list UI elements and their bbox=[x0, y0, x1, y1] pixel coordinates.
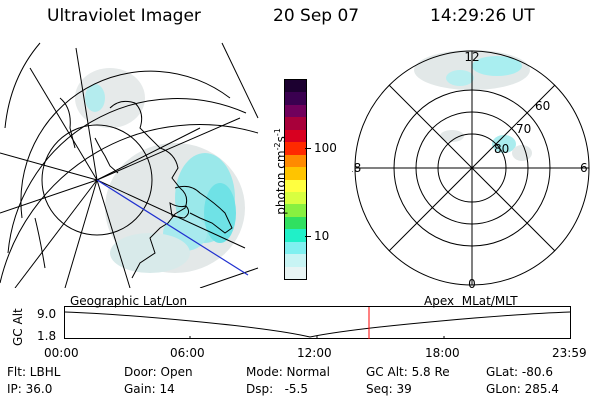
colorbar-tick-10: 10 bbox=[314, 229, 330, 243]
mlat-label-60: 60 bbox=[535, 99, 550, 113]
geo-grid bbox=[0, 42, 259, 288]
altitude-ylabel: GC Alt bbox=[11, 308, 25, 346]
geo-map-label: Geographic Lat/Lon bbox=[70, 294, 188, 308]
instrument-title: Ultraviolet Imager bbox=[47, 6, 201, 26]
polar-grid bbox=[354, 50, 590, 286]
altitude-xtick-2359: 23:59 bbox=[552, 346, 587, 360]
mlat-label-80: 80 bbox=[494, 142, 509, 156]
altitude-ytick-1-8: 1.8 bbox=[37, 329, 57, 343]
colorbar-tickmark-10 bbox=[305, 236, 311, 237]
mlt-label-18: 18 bbox=[352, 161, 361, 175]
info-dsp: Dsp: -5.5 bbox=[246, 382, 309, 396]
info-gain: Gain: 14 bbox=[124, 382, 175, 396]
colorbar-band bbox=[285, 266, 306, 279]
colorbar-label-s: s bbox=[274, 136, 288, 143]
info-door: Door: Open bbox=[124, 365, 193, 379]
colorbar-band bbox=[285, 216, 306, 230]
colorbar-band bbox=[285, 80, 306, 93]
colorbar-label: photon cm-2s-1 bbox=[262, 128, 299, 230]
mlt-label-0: 0 bbox=[468, 277, 476, 288]
mlt-label-12: 12 bbox=[464, 50, 479, 64]
satellite-track bbox=[96, 179, 249, 276]
altitude-xtick-0000: 00:00 bbox=[44, 346, 79, 360]
time-label: 14:29:26 UT bbox=[430, 6, 535, 26]
colorbar-band bbox=[285, 191, 306, 205]
colorbar-band bbox=[285, 241, 306, 255]
polar-mlat-mlt-plot: 12 18 6 0 60 70 80 bbox=[352, 50, 590, 288]
info-gc-alt: GC Alt: 5.8 Re bbox=[366, 365, 450, 379]
info-glat: GLat: -80.6 bbox=[486, 365, 553, 379]
info-ip: IP: 36.0 bbox=[7, 382, 53, 396]
polar-aurora-emission bbox=[414, 50, 532, 161]
mlat-label-70: 70 bbox=[516, 122, 531, 136]
colorbar-band bbox=[285, 204, 306, 217]
colorbar-band bbox=[285, 179, 306, 192]
colorbar-label-unit: photon cm bbox=[274, 150, 288, 215]
colorbar-band bbox=[285, 154, 306, 168]
altitude-xtick-1800: 18:00 bbox=[425, 346, 460, 360]
mlt-label-6: 6 bbox=[580, 161, 588, 175]
altitude-xtick-0600: 06:00 bbox=[170, 346, 205, 360]
info-glon: GLon: 285.4 bbox=[486, 382, 559, 396]
info-mode: Mode: Normal bbox=[246, 365, 330, 379]
altitude-curve bbox=[64, 311, 571, 338]
colorbar-band bbox=[285, 92, 306, 105]
date-label: 20 Sep 07 bbox=[273, 6, 360, 26]
info-flt: Flt: LBHL bbox=[7, 365, 61, 379]
colorbar-band bbox=[285, 104, 306, 118]
colorbar-tick-100: 100 bbox=[314, 141, 337, 155]
geographic-map bbox=[0, 42, 259, 288]
geo-aurora-emission bbox=[75, 68, 245, 273]
colorbar-label-exp1: -2 bbox=[273, 142, 282, 151]
polar-plot-label: Apex MLat/MLT bbox=[424, 294, 518, 308]
colorbar-label-exp2: -1 bbox=[273, 128, 282, 137]
colorbar-band bbox=[285, 142, 306, 155]
altitude-plot bbox=[64, 306, 571, 339]
colorbar-tickmark-100 bbox=[305, 148, 311, 149]
colorbar-band bbox=[285, 117, 306, 130]
geo-coastlines bbox=[34, 97, 233, 279]
colorbar bbox=[284, 79, 307, 280]
colorbar-band bbox=[285, 167, 306, 180]
colorbar-band bbox=[285, 129, 306, 143]
info-seq: Seq: 39 bbox=[366, 382, 412, 396]
altitude-xtick-1200: 12:00 bbox=[297, 346, 332, 360]
colorbar-band bbox=[285, 229, 306, 242]
altitude-ytick-9: 9.0 bbox=[37, 307, 57, 321]
colorbar-band bbox=[285, 254, 306, 267]
